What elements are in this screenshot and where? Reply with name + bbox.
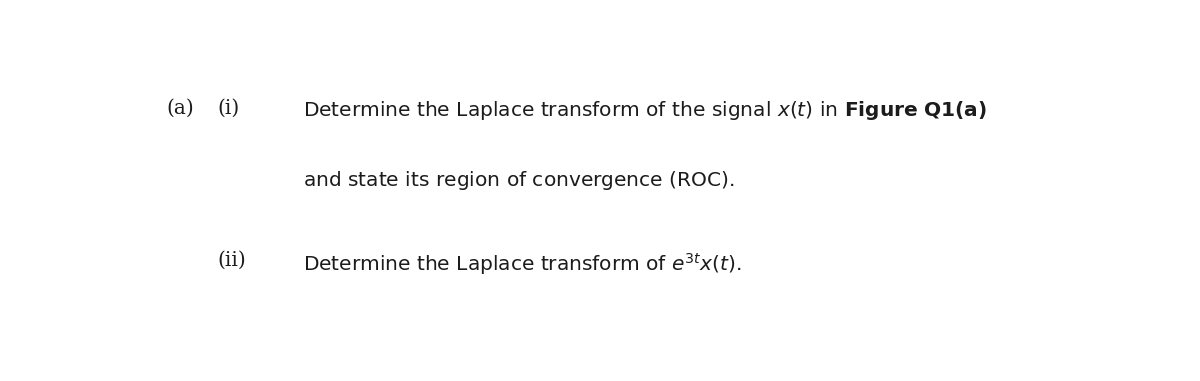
Text: (ii): (ii) <box>217 251 246 270</box>
Text: $\mathrm{Determine\ the\ Laplace\ transform\ of\ the\ signal\ }x(t)\mathrm{\ in\: $\mathrm{Determine\ the\ Laplace\ transf… <box>304 99 988 122</box>
Text: (a): (a) <box>167 99 194 117</box>
Text: (i): (i) <box>217 99 239 117</box>
Text: $\mathrm{and\ state\ its\ region\ of\ convergence\ (ROC).}$: $\mathrm{and\ state\ its\ region\ of\ co… <box>304 169 734 192</box>
Text: $\mathrm{Determine\ the\ Laplace\ transform\ of\ }e^{3t}x(t)\mathrm{.}$: $\mathrm{Determine\ the\ Laplace\ transf… <box>304 251 742 277</box>
